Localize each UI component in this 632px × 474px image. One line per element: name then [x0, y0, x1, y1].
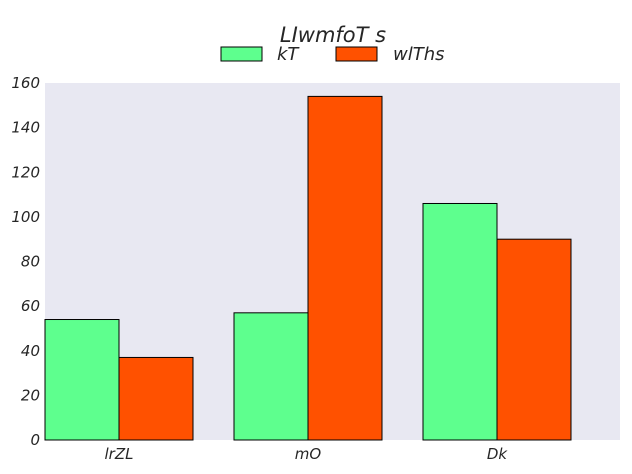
bar-wlThs-lrZL	[118, 356, 194, 441]
y-tick-label: 40	[21, 342, 40, 360]
bar-kT-Dk	[422, 202, 498, 441]
y-tick-label: 120	[11, 163, 40, 181]
y-tick-label: 140	[11, 119, 40, 137]
legend: kT wlThs	[220, 44, 445, 65]
x-tick-label: Dk	[487, 445, 509, 463]
legend-swatch-wlThs	[335, 46, 378, 62]
legend-label-kT: kT	[277, 44, 300, 65]
bar-kT-lrZL	[44, 319, 120, 441]
bar-wlThs-mO	[307, 95, 383, 441]
bar-wlThs-Dk	[496, 238, 572, 441]
bars-group	[44, 95, 572, 441]
y-tick-label: 20	[21, 386, 40, 404]
legend-label-wlThs: wlThs	[393, 44, 445, 65]
chart-title: LIwmfoT s	[280, 23, 386, 47]
legend-swatch-kT	[220, 46, 263, 62]
y-tick-label: 0	[30, 431, 40, 449]
y-axis: 0 20 40 60 80 100 120 140 160	[11, 74, 40, 449]
x-axis: lrZL mO Dk	[105, 445, 509, 463]
y-tick-label: 60	[21, 297, 40, 315]
bar-kT-mO	[233, 312, 309, 441]
x-tick-label: mO	[295, 445, 322, 463]
y-tick-label: 160	[11, 74, 40, 92]
y-tick-label: 80	[21, 253, 40, 271]
y-tick-label: 100	[11, 208, 40, 226]
x-tick-label: lrZL	[105, 445, 134, 463]
